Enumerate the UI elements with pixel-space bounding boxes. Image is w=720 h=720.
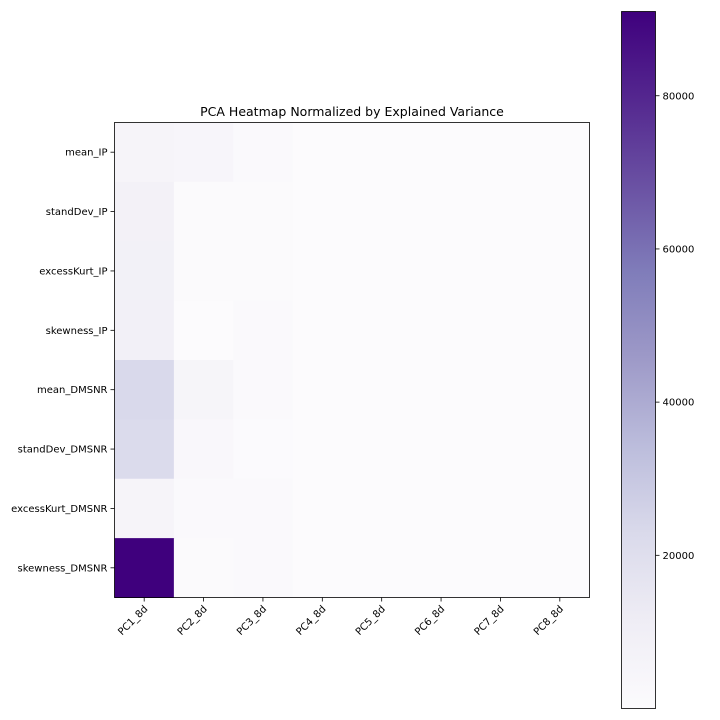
heatmap-cell: [470, 181, 531, 242]
x-tick-label: PC5_8d: [354, 604, 388, 638]
heatmap-cell: [411, 478, 472, 539]
heatmap-cell: [292, 419, 353, 480]
x-tick-label: PC6_8d: [413, 604, 447, 638]
heatmap-cell: [352, 181, 412, 242]
heatmap-cell: [530, 419, 590, 480]
heatmap-cell: [233, 478, 294, 539]
colorbar-tick-label: 80000: [663, 91, 695, 102]
heatmap-cell: [352, 478, 412, 539]
colorbar-tick-label: 40000: [663, 398, 695, 409]
heatmap-cell: [173, 478, 234, 539]
heatmap-cell: [352, 300, 412, 361]
heatmap-cell: [530, 478, 590, 539]
heatmap-cell: [530, 360, 590, 420]
x-tick-label: PC7_8d: [473, 604, 507, 638]
heatmap-cell: [233, 122, 294, 183]
colorbar-tick-label: 20000: [663, 551, 695, 562]
heatmap-cell: [114, 360, 175, 420]
heatmap-cell: [470, 538, 531, 598]
heatmap-cell: [352, 419, 412, 480]
y-tick-label: skewness_IP: [46, 326, 108, 337]
heatmap-cell: [352, 538, 412, 598]
heatmap-cell: [173, 419, 234, 480]
heatmap-cell: [292, 181, 353, 242]
y-tick-label: excessKurt_IP: [39, 266, 107, 277]
heatmap-cell: [292, 122, 353, 183]
heatmap-cell: [292, 241, 353, 302]
heatmap-cell: [470, 419, 531, 480]
heatmap-cell: [114, 241, 175, 302]
heatmap-cell: [233, 181, 294, 242]
heatmap-cell: [114, 181, 175, 242]
heatmap-cell: [173, 241, 234, 302]
heatmap-cell: [292, 360, 353, 420]
y-tick-label: standDev_IP: [46, 207, 108, 218]
heatmap-cell: [233, 419, 294, 480]
heatmap-cell: [411, 122, 472, 183]
y-tick-label: standDev_DMSNR: [18, 445, 108, 456]
colorbar-axis: 20000 40000 60000 80000: [655, 91, 695, 562]
heatmap-cell: [470, 360, 531, 420]
x-tick-label: PC8_8d: [532, 604, 566, 638]
y-axis: mean_IP standDev_IP excessKurt_IP skewness_…: [11, 148, 115, 574]
heatmap-cell: [292, 538, 353, 598]
x-tick-label: PC1_8d: [116, 604, 150, 638]
y-tick-label: skewness_DMSNR: [18, 563, 108, 574]
x-axis: PC1_8d PC2_8d PC3_8d PC4_8d PC5_8d PC6_8d PC7_…: [116, 597, 566, 638]
x-tick-label: PC4_8d: [294, 604, 328, 638]
colorbar: [621, 11, 656, 709]
plot-frame: [114, 122, 590, 598]
colorbar-tick-label: 60000: [663, 244, 695, 255]
heatmap-cell: [233, 538, 294, 598]
heatmap-cell: [114, 478, 175, 539]
heatmap-cell: [352, 122, 412, 183]
heatmap-cell: [470, 300, 531, 361]
heatmap-cell: [292, 300, 353, 361]
heatmap-cell: [470, 478, 531, 539]
heatmap-cell: [173, 538, 234, 598]
y-tick-label: mean_DMSNR: [37, 385, 108, 396]
heatmap-cell: [233, 241, 294, 302]
heatmap-cell: [411, 241, 472, 302]
heatmap-cell: [173, 360, 234, 420]
heatmap-cell: [233, 300, 294, 361]
heatmap-cell: [114, 538, 175, 598]
heatmap-cell: [411, 419, 472, 480]
heatmap-cell: [352, 360, 412, 420]
heatmap-cell: [173, 181, 234, 242]
heatmap-cell: [173, 122, 234, 183]
heatmap-cell: [173, 300, 234, 361]
heatmap-cell: [233, 360, 294, 420]
heatmap-cell: [114, 300, 175, 361]
heatmap-cell: [411, 360, 472, 420]
heatmap-cell: [470, 122, 531, 183]
heatmap-cell: [411, 181, 472, 242]
heatmap-cell: [114, 122, 175, 183]
heatmap-cell: [352, 241, 412, 302]
heatmap-cell: [530, 122, 590, 183]
x-tick-label: PC3_8d: [235, 604, 269, 638]
heatmap-cell: [530, 241, 590, 302]
chart-title: PCA Heatmap Normalized by Explained Vari…: [200, 104, 504, 119]
heatmap-cell: [530, 538, 590, 598]
heatmap-cell: [411, 300, 472, 361]
heatmap-cell: [411, 538, 472, 598]
heatmap-cell: [530, 181, 590, 242]
y-tick-label: mean_IP: [65, 148, 107, 159]
y-tick-label: excessKurt_DMSNR: [11, 504, 107, 515]
heatmap-cell: [530, 300, 590, 361]
heatmap-cell: [114, 419, 175, 480]
heatmap-cell: [292, 478, 353, 539]
x-tick-label: PC2_8d: [176, 604, 210, 638]
heatmap-cells: [114, 122, 590, 598]
heatmap-cell: [470, 241, 531, 302]
